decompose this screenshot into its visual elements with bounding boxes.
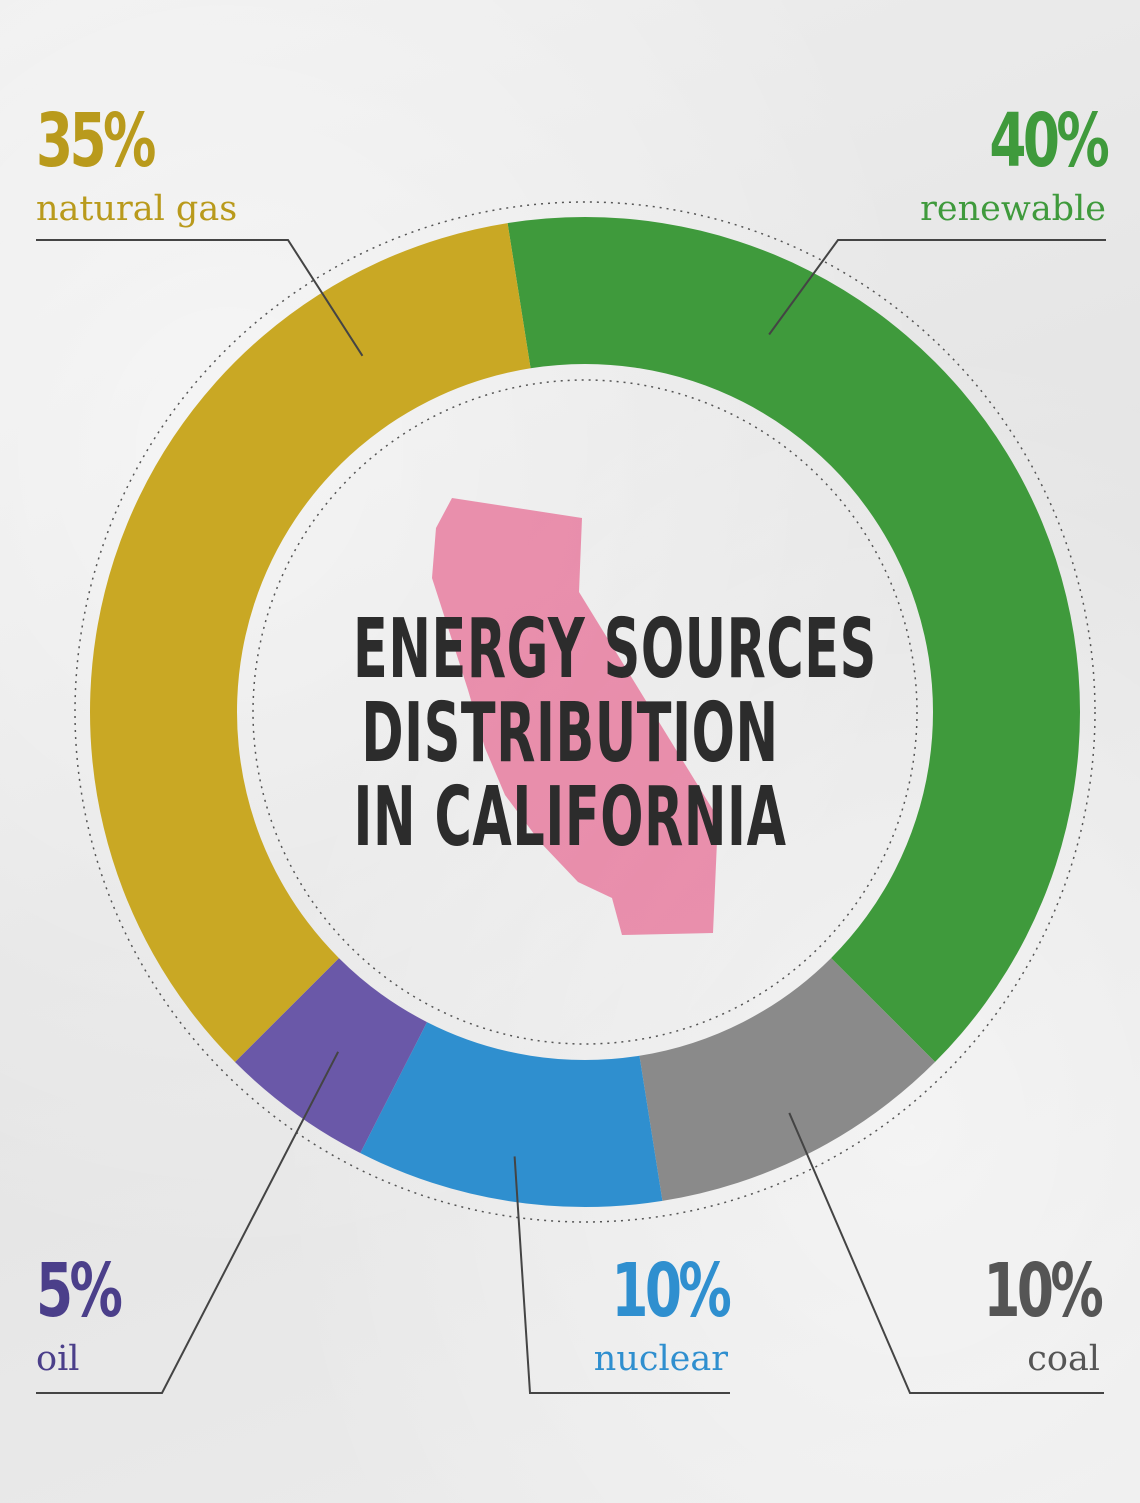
oil-percent: 5%	[36, 1248, 123, 1334]
leader-line-natural-gas	[36, 239, 364, 357]
title-line-2: DISTRIBUTION	[361, 686, 779, 781]
title-line-3: IN CALIFORNIA	[353, 770, 787, 865]
coal-percent: 10%	[983, 1248, 1103, 1334]
renewable-percent: 40%	[989, 98, 1109, 184]
renewable-label: renewable	[920, 189, 1106, 229]
leader-line-oil	[36, 1051, 340, 1394]
leader-line-coal	[788, 1112, 1104, 1394]
title-line-1: ENERGY SOURCES	[353, 602, 877, 697]
oil-label: oil	[36, 1339, 80, 1379]
leader-line-nuclear	[513, 1156, 730, 1394]
slice-nuclear	[360, 1022, 663, 1208]
leader-line-renewable	[768, 239, 1106, 336]
natural-gas-label: natural gas	[36, 189, 238, 229]
california-map-icon	[432, 498, 718, 935]
slice-natural-gas	[90, 223, 531, 1063]
nuclear-label: nuclear	[593, 1339, 728, 1379]
coal-label: coal	[1027, 1339, 1100, 1379]
natural-gas-percent: 35%	[36, 98, 156, 184]
outer-dotted-ring	[74, 201, 1096, 1223]
chart-title: ENERGY SOURCES DISTRIBUTION IN CALIFORNI…	[353, 602, 877, 865]
slice-oil	[234, 958, 428, 1154]
inner-dotted-ring	[252, 379, 918, 1045]
slice-renewable	[507, 216, 1080, 1063]
nuclear-percent: 10%	[611, 1248, 731, 1334]
slice-coal	[639, 958, 936, 1201]
